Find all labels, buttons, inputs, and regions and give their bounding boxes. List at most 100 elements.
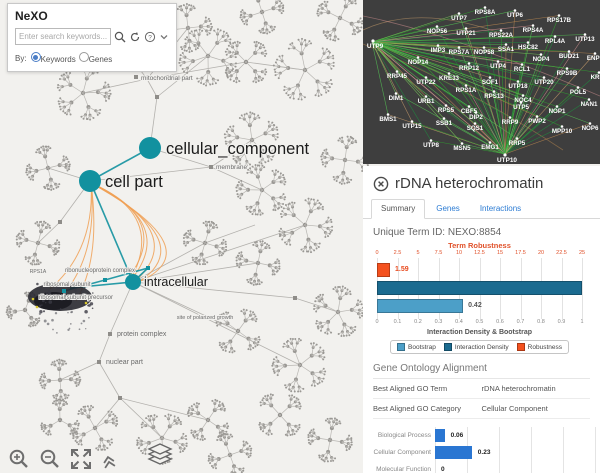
gene-node[interactable]: UTP5 bbox=[513, 101, 529, 111]
radio-genes[interactable] bbox=[78, 52, 89, 62]
zoom-in-icon[interactable] bbox=[8, 448, 30, 470]
gene-hub-node[interactable]: UTP10 bbox=[497, 153, 517, 164]
radio-label[interactable]: Genes bbox=[88, 55, 113, 64]
gene-node[interactable]: NOP14 bbox=[408, 56, 429, 66]
layers-icon[interactable] bbox=[146, 442, 174, 468]
search-icon[interactable] bbox=[114, 31, 126, 43]
gene-node[interactable]: SQS1 bbox=[467, 122, 484, 132]
gene-node[interactable]: UTP7 bbox=[451, 12, 467, 22]
gene-node[interactable]: KRE33 bbox=[439, 72, 460, 82]
svg-text:SQS1: SQS1 bbox=[467, 125, 484, 132]
svg-text:EMG1: EMG1 bbox=[481, 144, 499, 151]
go-category-row: Biological Process 0.06 bbox=[373, 427, 590, 444]
category-label: Molecular Function bbox=[376, 466, 431, 473]
gene-node[interactable]: PWP2 bbox=[528, 115, 546, 125]
gene-node[interactable]: BMS1 bbox=[379, 113, 397, 123]
gene-node[interactable]: DIP2 bbox=[469, 111, 483, 121]
gene-node[interactable]: MPP10 bbox=[552, 125, 573, 135]
gene-node[interactable]: SOF1 bbox=[482, 76, 499, 86]
gene-node[interactable]: RPS8A bbox=[475, 6, 496, 16]
gene-node[interactable]: UTP15 bbox=[402, 120, 422, 130]
gene-node[interactable]: URB1 bbox=[418, 95, 435, 105]
gene-node[interactable]: NOP1 bbox=[549, 105, 566, 115]
gene-node[interactable]: UTP13 bbox=[575, 33, 595, 43]
gene-node[interactable]: RRP9 bbox=[502, 116, 519, 126]
gene-node[interactable]: ENP1 bbox=[587, 52, 600, 62]
gene-node[interactable]: RPS9B bbox=[557, 67, 578, 77]
gene-node[interactable]: NOC4 bbox=[514, 94, 532, 104]
tab-interactions[interactable]: Interactions bbox=[479, 204, 522, 213]
gene-node[interactable]: NOP4 bbox=[533, 53, 550, 63]
gene-node[interactable]: CBF5 bbox=[461, 105, 478, 115]
gene-node[interactable]: MSN5 bbox=[453, 142, 471, 152]
search-input[interactable] bbox=[15, 28, 111, 45]
gene-node[interactable]: HSC82 bbox=[518, 41, 539, 51]
gene-node[interactable]: UTP4 bbox=[490, 60, 506, 70]
gene-node[interactable]: UTP22 bbox=[416, 76, 436, 86]
axis-tick: 0 bbox=[375, 250, 379, 256]
gene-node[interactable]: UTP8 bbox=[423, 139, 439, 149]
tab-summary[interactable]: Summary bbox=[371, 199, 426, 219]
collapse-all-icon[interactable] bbox=[101, 454, 117, 470]
gene-node[interactable]: RPS1A bbox=[456, 84, 477, 94]
term-label: mitochondrial part bbox=[141, 75, 193, 82]
gene-node[interactable]: SSA1 bbox=[498, 43, 515, 53]
gene-node[interactable]: NAN1 bbox=[581, 98, 598, 108]
ontology-node[interactable] bbox=[139, 137, 161, 159]
search-panel: NeXO ? By: Keywords Genes bbox=[7, 3, 177, 72]
tab-genes[interactable]: Genes bbox=[436, 204, 460, 213]
gene-node[interactable]: UTP21 bbox=[456, 27, 476, 37]
zoom-out-icon[interactable] bbox=[39, 448, 61, 470]
svg-text:BMS1: BMS1 bbox=[379, 116, 397, 123]
gene-node[interactable]: IMP3 bbox=[431, 44, 446, 54]
legend-item: Robustness bbox=[516, 343, 562, 351]
gene-node[interactable]: DIM1 bbox=[389, 92, 404, 102]
gene-node[interactable]: RPS4A bbox=[523, 24, 544, 34]
gene-node[interactable]: RRP5 bbox=[509, 137, 526, 147]
svg-text:KRE33: KRE33 bbox=[439, 75, 460, 82]
gene-node[interactable]: KRR1 bbox=[591, 71, 600, 81]
gene-node[interactable]: RPS13 bbox=[484, 90, 504, 100]
ontology-node-label[interactable]: cell part bbox=[104, 172, 165, 193]
gene-node[interactable]: POL5 bbox=[570, 86, 587, 96]
svg-text:HSC82: HSC82 bbox=[518, 44, 539, 51]
close-icon[interactable] bbox=[373, 176, 389, 192]
gene-node[interactable]: RPS7A bbox=[449, 46, 470, 56]
gene-node[interactable]: RCL1 bbox=[514, 63, 531, 73]
gene-node[interactable]: RPS5 bbox=[438, 104, 455, 114]
bar-interaction-density bbox=[377, 281, 582, 295]
fit-to-screen-icon[interactable] bbox=[70, 448, 92, 470]
gene-node[interactable]: BUD21 bbox=[559, 50, 580, 60]
chevron-down-icon[interactable] bbox=[159, 32, 169, 42]
gene-node[interactable]: UTP20 bbox=[534, 76, 554, 86]
ontology-node[interactable] bbox=[79, 170, 101, 192]
gene-hub-node[interactable]: UTP9 bbox=[367, 39, 384, 50]
gene-node[interactable]: NOP58 bbox=[474, 46, 495, 56]
ontology-node[interactable] bbox=[125, 274, 141, 290]
gene-node[interactable]: NOP56 bbox=[427, 25, 448, 35]
radio-label[interactable]: Keywords bbox=[40, 55, 76, 64]
gene-node[interactable]: NOP6 bbox=[582, 122, 599, 132]
gene-node[interactable]: RRP12 bbox=[459, 62, 480, 72]
help-icon[interactable]: ? bbox=[144, 31, 156, 43]
gene-node[interactable]: UTP18 bbox=[508, 80, 528, 90]
radio-keywords[interactable] bbox=[30, 52, 41, 62]
refresh-icon[interactable] bbox=[129, 31, 141, 43]
svg-text:RPS17B: RPS17B bbox=[547, 17, 572, 24]
gene-node[interactable]: RPS22A bbox=[489, 29, 514, 39]
ontology-node-label[interactable]: cellular_component bbox=[165, 139, 311, 160]
go-alignment-row: Best Aligned GO Category Cellular Compone… bbox=[373, 399, 590, 419]
gene-node[interactable]: SSB1 bbox=[436, 117, 453, 127]
gene-node[interactable]: RPS17B bbox=[547, 14, 572, 24]
ontology-node-label[interactable]: intracellular bbox=[143, 274, 209, 291]
svg-text:RPS5: RPS5 bbox=[438, 107, 455, 114]
axis-tick: 17.5 bbox=[515, 250, 526, 256]
axis-tick: 1 bbox=[580, 319, 584, 325]
gene-node[interactable]: EMG1 bbox=[481, 141, 499, 151]
gene-node[interactable]: RRP45 bbox=[387, 70, 408, 80]
gene-node[interactable]: UTP6 bbox=[507, 9, 523, 19]
svg-text:NOP1: NOP1 bbox=[549, 108, 566, 115]
gene-node[interactable]: RPL4A bbox=[545, 35, 566, 45]
